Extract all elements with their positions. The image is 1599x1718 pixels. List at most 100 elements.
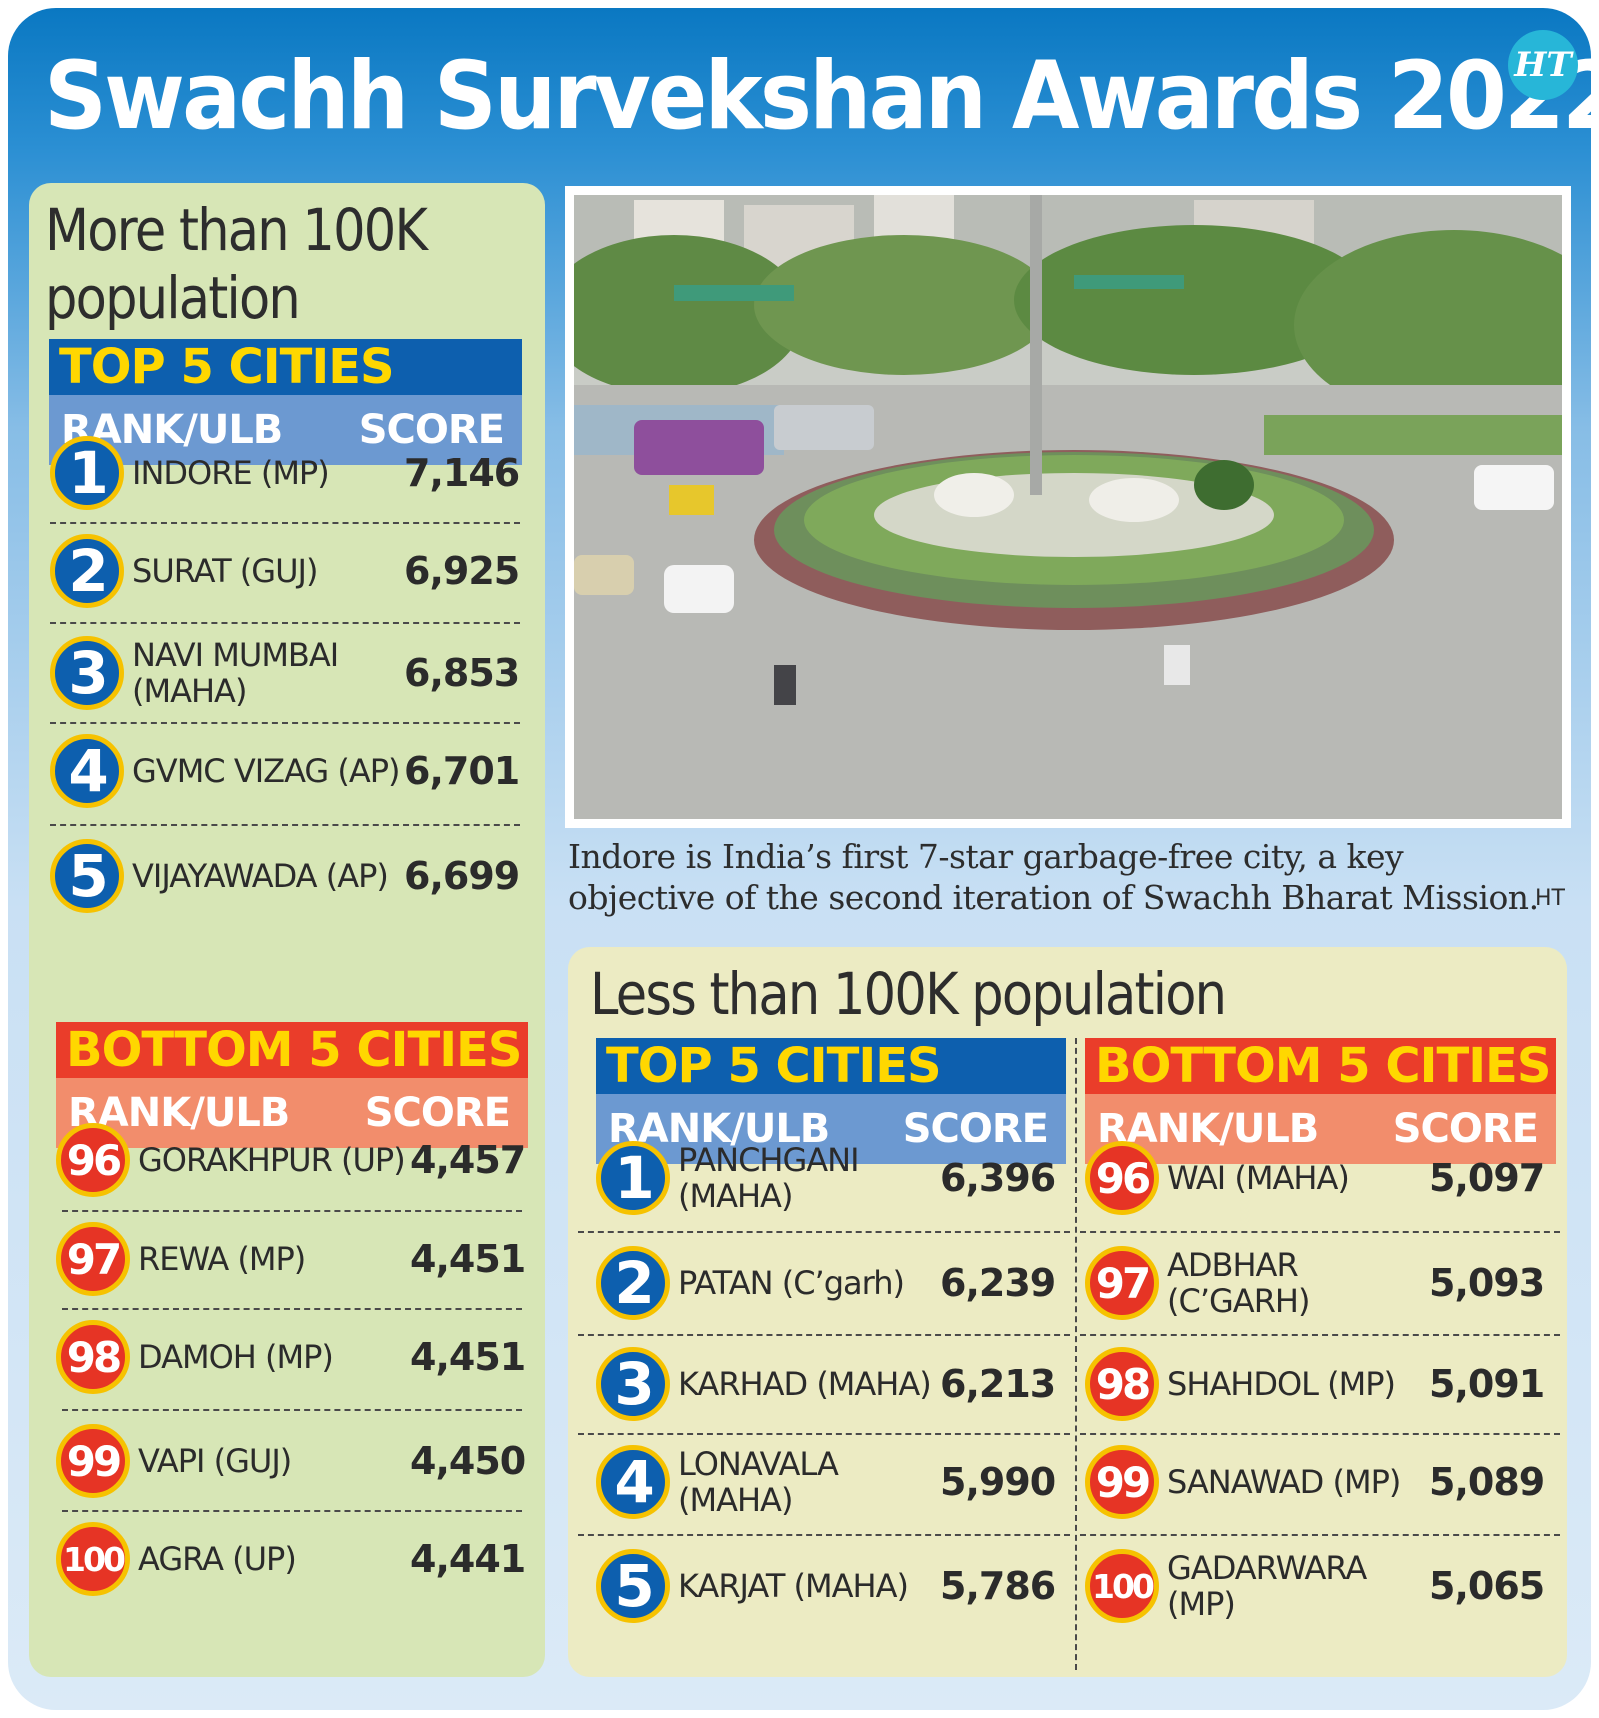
page-title: Swachh Survekshan Awards 2022 [44, 42, 1599, 151]
city-score: 5,091 [1429, 1362, 1545, 1406]
city-name: PANCHGANI (MAHA) [678, 1141, 860, 1215]
ranking-row: 2 PATAN (C’garh) 6,239 [596, 1246, 1066, 1320]
large-top-columns: RANK/ULB SCORE [49, 395, 522, 465]
city-name: LONAVALA (MAHA) [678, 1445, 839, 1519]
large-cities-heading: More than 100K population [45, 196, 428, 332]
city-name: PATAN (C’garh) [678, 1264, 905, 1302]
rank-badge: 2 [596, 1246, 670, 1320]
row-divider [62, 1510, 522, 1512]
ranking-row: 97 ADBHAR (C’GARH) 5,093 [1085, 1246, 1556, 1320]
row-divider [578, 1534, 1070, 1536]
rank-badge: 4 [50, 734, 124, 808]
ranking-row: 5 VIJAYAWADA (AP) 6,699 [50, 839, 522, 913]
city-name: KARHAD (MAHA) [678, 1365, 932, 1403]
city-score: 5,097 [1429, 1156, 1545, 1200]
ranking-row: 1 INDORE (MP) 7,146 [50, 436, 522, 510]
row-divider [62, 1409, 522, 1411]
city-name: SHAHDOL (MP) [1167, 1365, 1396, 1403]
indore-roundabout-photo [565, 186, 1571, 828]
photo-credit: HT [1535, 886, 1565, 911]
row-divider [578, 1230, 1070, 1233]
rank-badge: 98 [56, 1320, 130, 1394]
city-score: 6,239 [940, 1261, 1056, 1305]
city-score: 4,450 [410, 1439, 526, 1483]
rank-badge: 97 [1085, 1246, 1159, 1320]
city-score: 5,990 [940, 1460, 1056, 1504]
ranking-row: 97 REWA (MP) 4,451 [56, 1222, 526, 1296]
city-name: DAMOH (MP) [138, 1338, 334, 1376]
column-divider [1075, 1038, 1077, 1670]
city-name: INDORE (MP) [132, 454, 330, 492]
row-divider [1080, 1230, 1560, 1233]
rank-badge: 3 [50, 636, 124, 710]
ranking-row: 2 SURAT (GUJ) 6,925 [50, 534, 522, 608]
city-score: 4,451 [410, 1237, 526, 1281]
score-column-header: SCORE [364, 1090, 511, 1136]
city-score: 5,089 [1429, 1460, 1545, 1504]
score-column-header: SCORE [902, 1106, 1049, 1152]
rank-badge: 96 [56, 1123, 130, 1197]
rank-badge: 100 [1085, 1549, 1159, 1623]
score-column-header: SCORE [358, 407, 505, 453]
rank-badge: 3 [596, 1347, 670, 1421]
small-bottom-label: BOTTOM 5 CITIES [1085, 1038, 1556, 1094]
photo-caption: Indore is India’s first 7-star garbage-f… [568, 837, 1539, 917]
rank-badge: 98 [1085, 1347, 1159, 1421]
rank-badge: 5 [596, 1549, 670, 1623]
row-divider [50, 823, 520, 826]
city-name: ADBHAR (C’GARH) [1167, 1246, 1310, 1320]
row-divider [50, 522, 520, 524]
row-divider [1080, 1433, 1560, 1435]
row-divider [50, 722, 520, 724]
ranking-row: 98 DAMOH (MP) 4,451 [56, 1320, 526, 1394]
ranking-row: 4 GVMC VIZAG (AP) 6,701 [50, 734, 522, 808]
ranking-row: 98 SHAHDOL (MP) 5,091 [1085, 1347, 1556, 1421]
city-name: SURAT (GUJ) [132, 552, 318, 590]
large-bottom-header: BOTTOM 5 CITIES RANK/ULB SCORE [56, 1022, 528, 1148]
ranking-row: 4 LONAVALA (MAHA) 5,990 [596, 1445, 1066, 1519]
city-score: 5,786 [940, 1564, 1056, 1608]
rank-badge: 99 [1085, 1445, 1159, 1519]
ranking-row: 1 PANCHGANI (MAHA) 6,396 [596, 1141, 1066, 1215]
city-score: 7,146 [404, 451, 520, 495]
city-score: 6,925 [404, 549, 520, 593]
rank-badge: 96 [1085, 1141, 1159, 1215]
ranking-row: 96 GORAKHPUR (UP) 4,457 [56, 1123, 526, 1197]
city-name: VAPI (GUJ) [138, 1442, 292, 1480]
rank-badge: 4 [596, 1445, 670, 1519]
large-bottom-label: BOTTOM 5 CITIES [56, 1022, 528, 1078]
small-bottom-columns: RANK/ULB SCORE [1085, 1094, 1556, 1164]
rank-badge: 99 [56, 1424, 130, 1498]
city-name: AGRA (UP) [138, 1540, 297, 1578]
city-score: 5,093 [1429, 1261, 1545, 1305]
row-divider [62, 1308, 522, 1310]
photo-illustration [574, 195, 1562, 819]
row-divider [1080, 1333, 1560, 1336]
ranking-row: 99 SANAWAD (MP) 5,089 [1085, 1445, 1556, 1519]
city-name: WAI (MAHA) [1167, 1159, 1350, 1197]
row-divider [578, 1333, 1070, 1336]
large-top-header: TOP 5 CITIES RANK/ULB SCORE [49, 339, 522, 465]
rank-badge: 1 [596, 1141, 670, 1215]
city-score: 4,457 [410, 1138, 526, 1182]
row-divider [62, 1209, 522, 1212]
city-score: 6,701 [404, 749, 520, 793]
ranking-row: 3 KARHAD (MAHA) 6,213 [596, 1347, 1066, 1421]
city-score: 6,396 [940, 1156, 1056, 1200]
city-score: 6,853 [404, 651, 520, 695]
row-divider [50, 622, 520, 624]
city-score: 5,065 [1429, 1564, 1545, 1608]
large-bottom-columns: RANK/ULB SCORE [56, 1078, 528, 1148]
city-name: GORAKHPUR (UP) [138, 1141, 406, 1179]
small-cities-heading: Less than 100K population [590, 960, 1227, 1028]
small-bottom-header: BOTTOM 5 CITIES RANK/ULB SCORE [1085, 1038, 1556, 1164]
rank-badge: 5 [50, 839, 124, 913]
city-name: GADARWARA (MP) [1167, 1549, 1367, 1623]
large-top-label: TOP 5 CITIES [49, 339, 522, 395]
ht-logo: HT [1508, 30, 1578, 100]
city-name: REWA (MP) [138, 1240, 306, 1278]
rank-badge: 100 [56, 1522, 130, 1596]
rank-badge: 2 [50, 534, 124, 608]
score-column-header: SCORE [1392, 1106, 1539, 1152]
ranking-row: 96 WAI (MAHA) 5,097 [1085, 1141, 1556, 1215]
